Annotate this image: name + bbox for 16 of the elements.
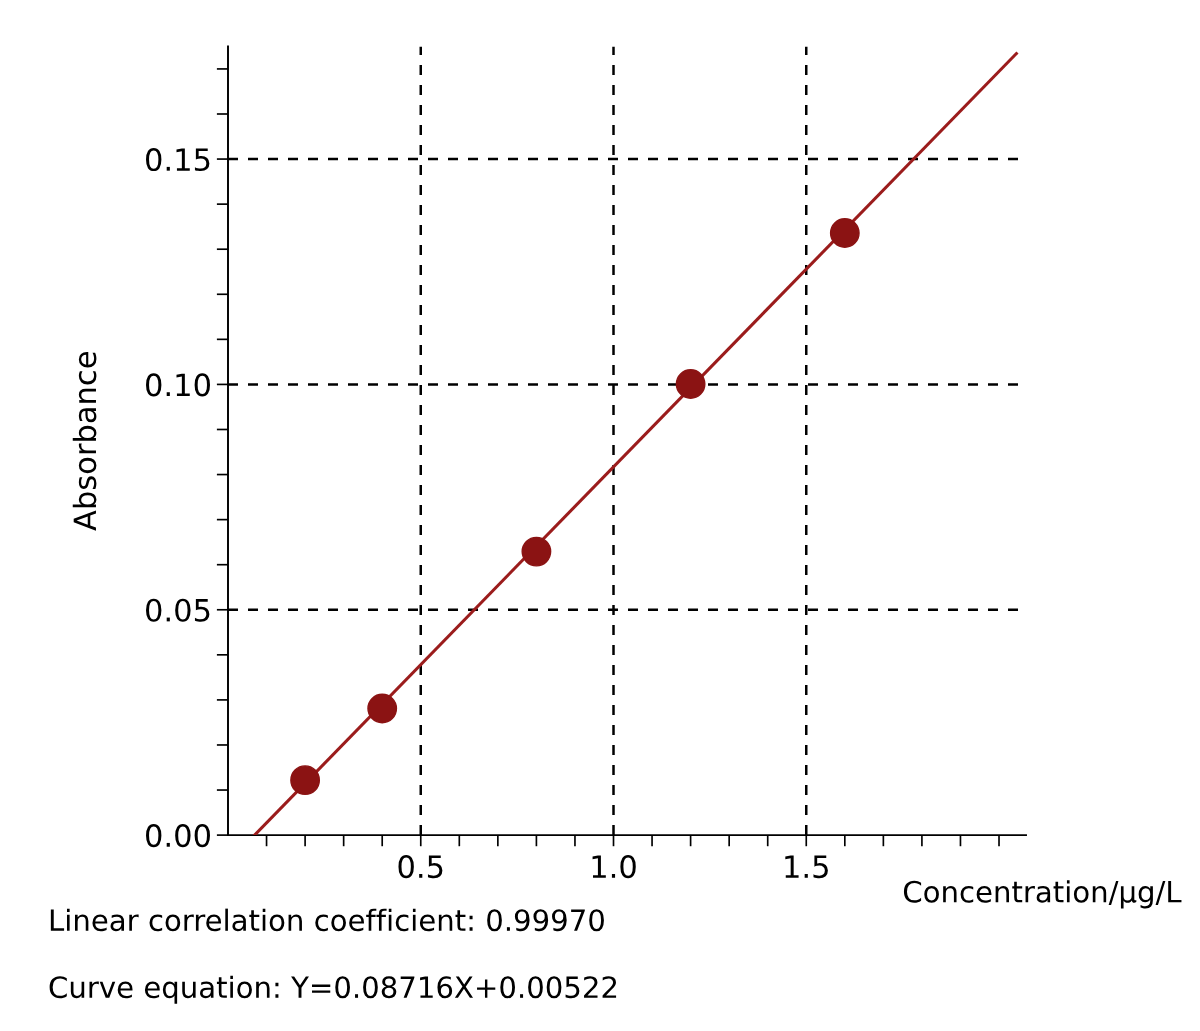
y-tick-label: 0.00 xyxy=(146,824,210,848)
y-tick-label: 0.05 xyxy=(146,598,210,622)
x-axis-title: Concentration/μg/L xyxy=(903,880,1182,909)
text: Curve equation: Y=0.08716X+0.00522 xyxy=(49,975,617,1004)
point xyxy=(675,369,706,399)
point xyxy=(367,693,398,724)
x-tick-label: 1.0 xyxy=(592,855,636,879)
x-tick-label: 1.5 xyxy=(785,855,828,879)
text: Linear correlation coefficient: 0.99970 xyxy=(50,908,604,932)
y-tick-label: 0.15 xyxy=(146,148,210,172)
point xyxy=(290,765,321,796)
point xyxy=(521,536,552,567)
y-tick-label: 0.10 xyxy=(146,373,210,397)
point xyxy=(829,218,860,248)
y-axis-title: Absorbance xyxy=(72,352,97,531)
x-tick-label: 0.5 xyxy=(398,855,443,879)
